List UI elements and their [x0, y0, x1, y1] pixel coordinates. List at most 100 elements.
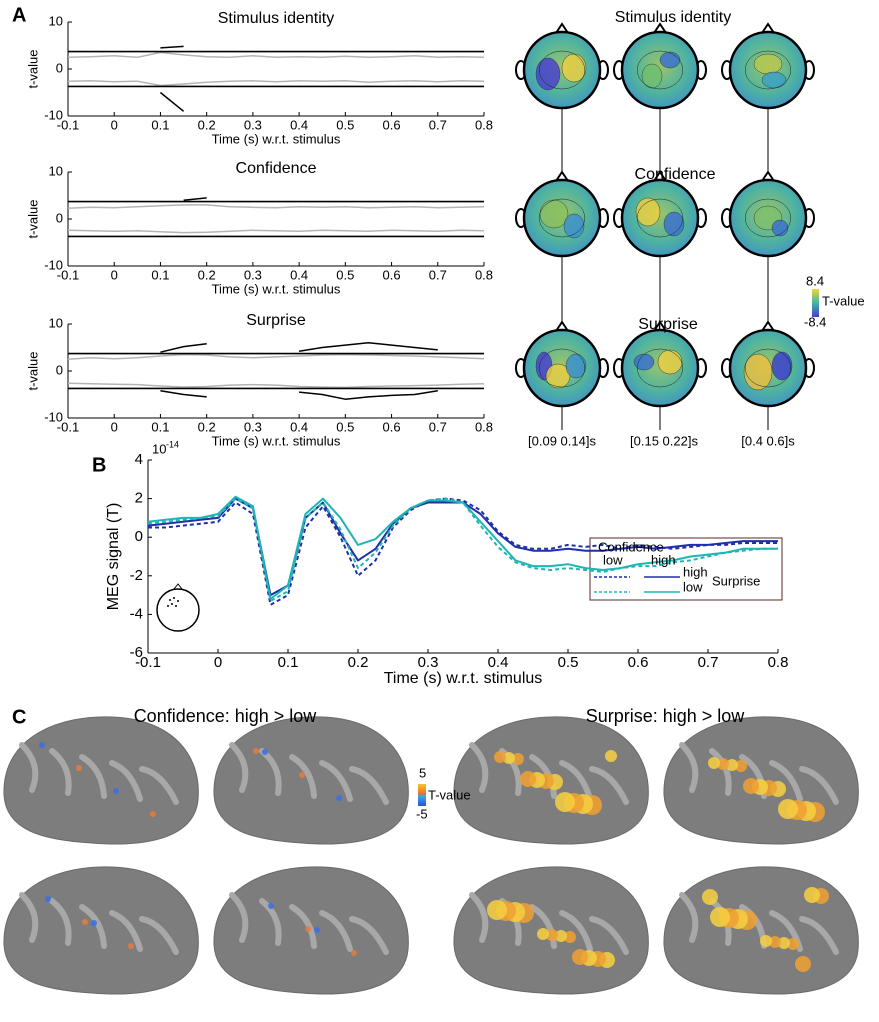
- x-tick-label: 0.7: [429, 117, 447, 132]
- x-tick-label: 0.4: [290, 117, 308, 132]
- x-axis-label: Time (s) w.r.t. stimulus: [212, 131, 341, 146]
- activation: [537, 928, 549, 940]
- panel-label: C: [12, 706, 26, 728]
- activation: [39, 742, 45, 748]
- activation: [710, 907, 730, 927]
- x-tick-label: 0.6: [383, 267, 401, 282]
- time-window: [0.15 0.22]s: [630, 433, 698, 448]
- colorbar-tick: 8.4: [806, 273, 824, 288]
- topo-blob: [540, 200, 568, 228]
- activation: [299, 772, 305, 778]
- activation: [45, 896, 51, 902]
- series-line: [68, 81, 484, 86]
- legend-col: high: [651, 552, 676, 567]
- x-tick-label: 0.7: [698, 654, 719, 671]
- x-tick-label: 0.2: [348, 654, 369, 671]
- activation: [572, 949, 588, 965]
- topo-blob: [744, 354, 772, 390]
- x-tick-label: 0.1: [151, 117, 169, 132]
- x-tick-label: 0.3: [244, 267, 262, 282]
- chart-title: Confidence: [236, 160, 317, 177]
- x-tick-label: 0.1: [278, 654, 299, 671]
- inset-sensor: [177, 600, 179, 602]
- legend-row: high: [683, 564, 708, 579]
- y-axis-label: t-value: [25, 49, 40, 88]
- x-tick-label: 0.1: [151, 267, 169, 282]
- series-line: [68, 205, 484, 208]
- legend-col: low: [603, 552, 623, 567]
- series-line: [68, 355, 484, 360]
- panel-label: A: [12, 4, 26, 26]
- x-tick-label: 0: [111, 117, 118, 132]
- inset-sensor: [167, 605, 169, 607]
- y-exponent-power: -14: [166, 439, 179, 449]
- y-tick-label: 0: [135, 528, 143, 545]
- colorbar-tick: -8.4: [804, 314, 826, 329]
- x-tick-label: 0.3: [244, 419, 262, 434]
- topo-blob: [772, 220, 788, 236]
- x-tick-label: 0.7: [429, 419, 447, 434]
- x-tick-label: 0: [111, 267, 118, 282]
- y-tick-label: 0: [56, 210, 63, 225]
- colorbar: [418, 784, 426, 806]
- x-axis-label: Time (s) w.r.t. stimulus: [384, 670, 543, 687]
- topo-blob: [636, 198, 660, 226]
- series-line: [68, 383, 484, 387]
- colorbar-label: T-value: [428, 787, 471, 802]
- inset-sensor: [169, 599, 171, 601]
- series-line: [68, 230, 484, 232]
- activation: [150, 811, 156, 817]
- x-tick-label: 0.6: [383, 419, 401, 434]
- activation: [262, 749, 268, 755]
- x-tick-label: 0.2: [198, 117, 216, 132]
- x-tick-label: -0.1: [57, 267, 79, 282]
- activation: [76, 765, 82, 771]
- colorbar-tick: 5: [419, 765, 426, 780]
- topo-blob: [754, 54, 782, 74]
- activation: [760, 935, 772, 947]
- series-line: [160, 46, 183, 48]
- topo-title: Surprise: [638, 316, 698, 333]
- activation: [351, 950, 357, 956]
- activation: [804, 887, 820, 903]
- legend-row: low: [683, 579, 703, 594]
- series-line: [160, 93, 183, 112]
- x-tick-label: 0.2: [198, 267, 216, 282]
- panel-label: B: [92, 454, 106, 476]
- y-tick-label: 10: [49, 163, 63, 178]
- activation: [314, 927, 320, 933]
- y-tick-label: 10: [49, 13, 63, 28]
- activation: [113, 788, 119, 794]
- y-tick-label: 4: [135, 451, 143, 468]
- x-tick-label: 0.4: [290, 267, 308, 282]
- chart-title: Surprise: [246, 312, 306, 329]
- x-tick-label: 0.8: [475, 267, 493, 282]
- activation: [268, 903, 274, 909]
- topo-title: Confidence: [635, 166, 716, 183]
- series-line: [68, 53, 484, 58]
- inset-sensor: [175, 605, 177, 607]
- time-window: [0.09 0.14]s: [528, 433, 596, 448]
- topomaps: [516, 24, 814, 430]
- x-tick-label: 0: [111, 419, 118, 434]
- activation: [520, 771, 536, 787]
- activation: [487, 900, 507, 920]
- activation: [305, 926, 311, 932]
- x-tick-label: 0.7: [429, 267, 447, 282]
- x-tick-label: -0.1: [57, 419, 79, 434]
- activation: [743, 778, 759, 794]
- activation: [128, 943, 134, 949]
- x-tick-label: 0.6: [383, 117, 401, 132]
- topo-blob: [562, 54, 586, 82]
- x-tick-label: 0.5: [336, 267, 354, 282]
- x-tick-label: 0.5: [336, 117, 354, 132]
- topo-title: Stimulus identity: [615, 9, 732, 26]
- colorbar: [812, 289, 819, 317]
- x-tick-label: 0.2: [198, 419, 216, 434]
- y-tick-label: 2: [135, 490, 143, 507]
- activation: [702, 889, 718, 905]
- activation: [555, 792, 575, 812]
- x-tick-label: 0.5: [558, 654, 579, 671]
- inset-head: [157, 589, 199, 631]
- x-axis-label: Time (s) w.r.t. stimulus: [212, 281, 341, 296]
